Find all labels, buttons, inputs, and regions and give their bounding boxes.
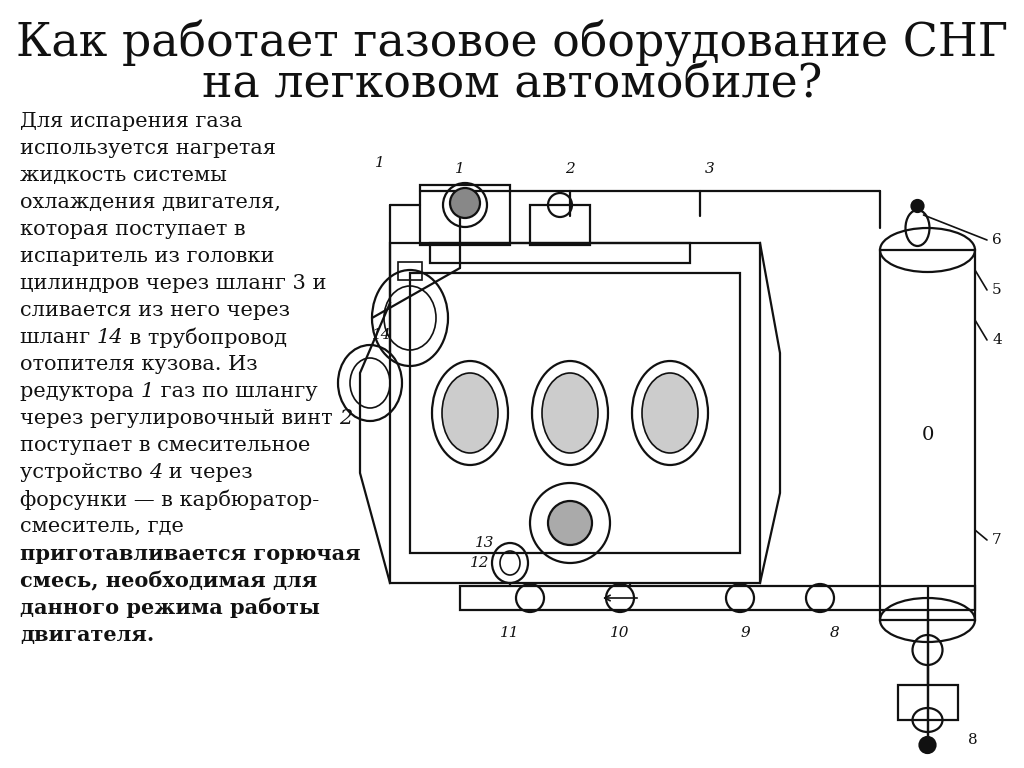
Text: устройство: устройство: [20, 463, 150, 482]
Text: 10: 10: [610, 626, 630, 640]
Text: на легковом автомобиле?: на легковом автомобиле?: [202, 62, 822, 108]
Text: смесь, необходимая для: смесь, необходимая для: [20, 571, 317, 591]
Bar: [420, 185, 510, 245]
Text: 1: 1: [375, 156, 385, 170]
Text: редуктора: редуктора: [20, 382, 140, 401]
Text: Для испарения газа: Для испарения газа: [20, 112, 243, 131]
Text: в трубопровод: в трубопровод: [123, 328, 288, 349]
Text: 7: 7: [992, 533, 1001, 547]
Text: цилиндров через шланг 3 и: цилиндров через шланг 3 и: [20, 274, 327, 293]
Text: 4: 4: [992, 333, 1001, 347]
Text: 1: 1: [455, 162, 465, 176]
Text: через регулировочный винт: через регулировочный винт: [20, 409, 339, 428]
Bar: [410, 273, 740, 553]
Text: 1: 1: [140, 382, 154, 401]
Text: 4: 4: [150, 463, 163, 482]
Text: приготавливается горючая: приготавливается горючая: [20, 544, 360, 564]
Bar: [897, 685, 957, 720]
Text: смеситель, где: смеситель, где: [20, 517, 184, 536]
Ellipse shape: [548, 501, 592, 545]
Text: 2: 2: [565, 162, 574, 176]
Text: газ по шлангу: газ по шлангу: [154, 382, 317, 401]
Text: двигателя.: двигателя.: [20, 625, 155, 645]
Bar: [390, 243, 760, 583]
Text: 2: 2: [339, 409, 352, 428]
Text: 12: 12: [470, 556, 489, 570]
Ellipse shape: [542, 373, 598, 453]
Text: 3: 3: [706, 162, 715, 176]
Text: 8: 8: [830, 626, 840, 640]
Text: и через: и через: [163, 463, 253, 482]
Text: 5: 5: [992, 283, 1001, 297]
Bar: [398, 262, 422, 280]
Text: 9: 9: [740, 626, 750, 640]
Text: 14: 14: [373, 328, 392, 342]
Text: 8: 8: [968, 733, 977, 747]
Text: 0: 0: [922, 426, 934, 444]
Text: сливается из него через: сливается из него через: [20, 301, 290, 320]
Ellipse shape: [911, 200, 924, 212]
Bar: [880, 250, 975, 620]
Bar: [430, 243, 690, 263]
Text: 14: 14: [96, 328, 123, 347]
Text: используется нагретая: используется нагретая: [20, 139, 275, 158]
Bar: [460, 586, 975, 610]
Text: 11: 11: [501, 626, 520, 640]
Text: поступает в смесительное: поступает в смесительное: [20, 436, 310, 455]
Text: форсунки — в карбюратор-: форсунки — в карбюратор-: [20, 490, 319, 511]
Text: данного режима работы: данного режима работы: [20, 598, 319, 618]
Text: охлаждения двигателя,: охлаждения двигателя,: [20, 193, 281, 212]
Text: испаритель из головки: испаритель из головки: [20, 247, 274, 266]
Bar: [530, 205, 590, 245]
Text: 6: 6: [992, 233, 1001, 247]
Text: 13: 13: [475, 536, 495, 550]
Ellipse shape: [450, 188, 480, 218]
Text: отопителя кузова. Из: отопителя кузова. Из: [20, 355, 258, 374]
Ellipse shape: [442, 373, 498, 453]
Text: жидкость системы: жидкость системы: [20, 166, 227, 185]
Ellipse shape: [642, 373, 698, 453]
Ellipse shape: [920, 737, 936, 753]
Text: шланг: шланг: [20, 328, 96, 347]
Text: Как работает газовое оборудование СНГ: Как работает газовое оборудование СНГ: [16, 20, 1008, 67]
Text: которая поступает в: которая поступает в: [20, 220, 246, 239]
